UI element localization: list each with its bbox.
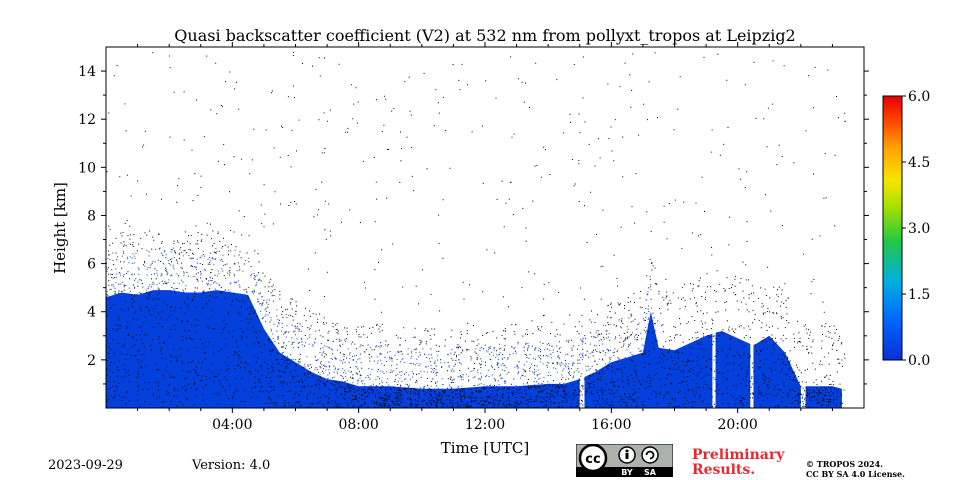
missing-data-gap	[712, 47, 715, 408]
y-tick-label: 10	[78, 160, 96, 176]
missing-data-gap	[580, 47, 585, 408]
colorbar-gradient	[883, 96, 902, 360]
preliminary-results-notice: Preliminary Results.	[692, 448, 784, 478]
colorbar-tick-label: 3.0	[908, 221, 930, 237]
x-tick-label: 16:00	[591, 417, 631, 433]
missing-data-gap	[801, 47, 806, 408]
plot-area	[106, 47, 846, 409]
sa-text: SA	[644, 468, 657, 477]
chart: Quasi backscatter coefficient (V2) at 53…	[0, 0, 960, 480]
y-tick-label: 2	[87, 353, 96, 369]
cc-text: cc	[585, 452, 600, 467]
by-text: BY	[621, 468, 633, 477]
y-tick-label: 14	[78, 64, 96, 80]
missing-data-gap	[750, 47, 753, 408]
x-tick-label: 12:00	[465, 417, 505, 433]
copyright-notice: © TROPOS 2024. CC BY SA 4.0 License.	[806, 459, 905, 479]
x-axis-label: Time [UTC]	[441, 439, 530, 457]
copyright-line-2: CC BY SA 4.0 License.	[806, 469, 905, 479]
colorbar-tick-label: 4.5	[908, 155, 930, 171]
share-alike-icon	[642, 447, 658, 463]
x-tick-label: 04:00	[212, 417, 252, 433]
preliminary-line-2: Results.	[692, 463, 784, 478]
colorbar-tick-label: 1.5	[908, 287, 930, 303]
y-tick-label: 12	[78, 112, 96, 128]
y-tick-label: 8	[87, 208, 96, 224]
x-tick-label: 20:00	[717, 417, 757, 433]
cc-license-badge: cc BY SA	[576, 444, 673, 477]
y-axis-label: Height [km]	[51, 182, 69, 274]
colorbar-tick-label: 6.0	[908, 89, 930, 105]
y-tick-label: 6	[87, 257, 96, 273]
preliminary-line-1: Preliminary	[692, 448, 784, 463]
x-tick-label: 08:00	[338, 417, 378, 433]
date-label: 2023-09-29	[48, 458, 123, 473]
colorbar-tick-label: 0.0	[908, 353, 930, 369]
version-label: Version: 4.0	[192, 458, 270, 473]
colorbar: 0.0 1.5 3.0 4.5 6.0	[883, 89, 930, 369]
y-tick-label: 4	[87, 305, 96, 321]
aerosol-layer	[106, 290, 842, 408]
copyright-line-1: © TROPOS 2024.	[806, 459, 905, 469]
aerosol-layer-area	[106, 290, 842, 408]
